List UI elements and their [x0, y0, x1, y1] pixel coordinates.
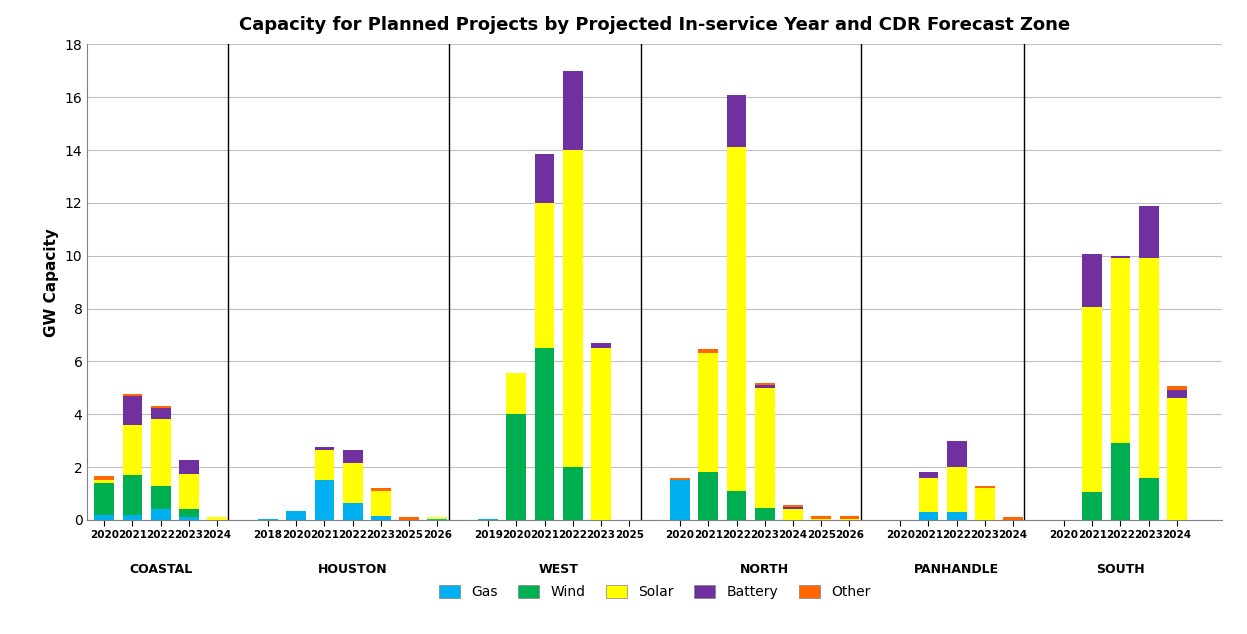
Title: Capacity for Planned Projects by Projected In-service Year and CDR Forecast Zone: Capacity for Planned Projects by Project…: [239, 16, 1070, 34]
Bar: [946, 441, 966, 467]
Bar: [591, 348, 611, 520]
Bar: [343, 450, 363, 463]
Bar: [151, 486, 171, 509]
Bar: [1167, 387, 1187, 391]
Bar: [314, 450, 334, 481]
Bar: [1139, 259, 1158, 477]
Bar: [783, 507, 803, 509]
Bar: [562, 71, 582, 150]
Bar: [151, 406, 171, 408]
Legend: Gas, Wind, Solar, Battery, Other: Gas, Wind, Solar, Battery, Other: [435, 581, 874, 604]
Bar: [180, 474, 198, 509]
Bar: [698, 349, 718, 354]
Bar: [535, 154, 555, 203]
Bar: [562, 150, 582, 467]
Text: HOUSTON: HOUSTON: [318, 563, 388, 576]
Bar: [698, 472, 718, 520]
Bar: [428, 519, 448, 520]
Bar: [535, 348, 555, 520]
Bar: [812, 516, 831, 519]
Text: WEST: WEST: [539, 563, 579, 576]
Bar: [727, 147, 747, 491]
Bar: [343, 463, 363, 503]
Text: NORTH: NORTH: [741, 563, 789, 576]
Bar: [122, 396, 142, 425]
Bar: [506, 414, 526, 520]
Bar: [372, 491, 390, 516]
Bar: [207, 517, 227, 520]
Bar: [95, 483, 115, 515]
Bar: [151, 420, 171, 486]
Bar: [180, 509, 198, 517]
Bar: [670, 481, 690, 520]
Bar: [975, 486, 995, 488]
Bar: [372, 488, 390, 491]
Bar: [535, 203, 555, 348]
Bar: [562, 467, 582, 520]
Bar: [1167, 398, 1187, 520]
Text: SOUTH: SOUTH: [1096, 563, 1145, 576]
Bar: [151, 408, 171, 420]
Bar: [122, 515, 142, 520]
Bar: [1167, 391, 1187, 398]
Bar: [122, 394, 142, 396]
Bar: [506, 373, 526, 414]
Bar: [1111, 256, 1130, 259]
Bar: [180, 460, 198, 474]
Bar: [314, 481, 334, 520]
Bar: [975, 488, 995, 520]
Bar: [122, 425, 142, 475]
Bar: [783, 505, 803, 507]
Bar: [428, 517, 448, 519]
Bar: [314, 447, 334, 450]
Bar: [919, 512, 938, 520]
Text: COASTAL: COASTAL: [128, 563, 192, 576]
Bar: [946, 467, 966, 512]
Bar: [479, 519, 498, 520]
Bar: [287, 510, 306, 520]
Bar: [839, 519, 859, 520]
Bar: [1082, 254, 1102, 307]
Bar: [1111, 443, 1130, 520]
Bar: [95, 515, 115, 520]
Bar: [727, 94, 747, 147]
Bar: [95, 476, 115, 481]
Bar: [754, 388, 774, 508]
Bar: [812, 519, 831, 520]
Bar: [1111, 259, 1130, 443]
Bar: [122, 475, 142, 515]
Bar: [1004, 517, 1023, 520]
Bar: [1082, 492, 1102, 520]
Y-axis label: GW Capacity: GW Capacity: [44, 228, 59, 337]
Bar: [1139, 205, 1158, 259]
Bar: [399, 517, 419, 520]
Bar: [754, 382, 774, 385]
Bar: [754, 508, 774, 520]
Bar: [783, 509, 803, 520]
Bar: [754, 385, 774, 388]
Bar: [670, 477, 690, 481]
Bar: [591, 343, 611, 348]
Bar: [180, 517, 198, 520]
Bar: [151, 509, 171, 520]
Bar: [727, 491, 747, 520]
Bar: [1082, 307, 1102, 492]
Bar: [372, 516, 390, 520]
Bar: [919, 477, 938, 512]
Bar: [839, 516, 859, 519]
Bar: [919, 472, 938, 477]
Bar: [946, 512, 966, 520]
Bar: [258, 519, 278, 520]
Bar: [95, 481, 115, 483]
Bar: [343, 503, 363, 520]
Text: PANHANDLE: PANHANDLE: [914, 563, 999, 576]
Bar: [698, 354, 718, 472]
Bar: [1139, 477, 1158, 520]
